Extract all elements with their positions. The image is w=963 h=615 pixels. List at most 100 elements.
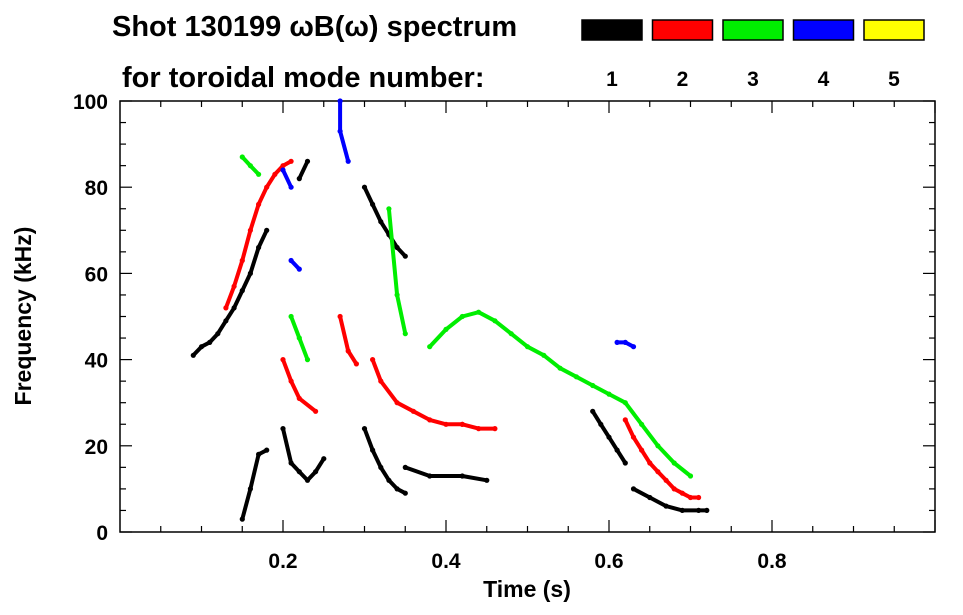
y-tick-label: 100: [73, 91, 108, 114]
point-n=2: [443, 421, 449, 427]
point-n=2: [288, 158, 294, 164]
series-n=4: [280, 98, 637, 350]
point-n=3: [443, 326, 449, 332]
point-n=2: [696, 494, 702, 501]
point-n=4: [337, 128, 343, 134]
point-n=2: [394, 400, 400, 406]
point-n=1: [304, 477, 311, 483]
point-n=1: [427, 473, 433, 479]
point-n=1: [663, 503, 669, 509]
y-tick-label: 80: [85, 177, 108, 200]
point-n=3: [622, 400, 628, 406]
point-n=2: [630, 434, 637, 440]
y-tick-label: 20: [85, 436, 108, 459]
point-n=1: [223, 318, 229, 324]
point-n=1: [704, 507, 710, 513]
point-n=3: [476, 309, 482, 315]
point-n=1: [361, 184, 368, 190]
x-axis-label: Time (s): [483, 576, 571, 602]
trace-n=2: [370, 357, 465, 427]
point-n=1: [622, 460, 628, 466]
point-n=2: [256, 201, 262, 207]
point-n=3: [256, 171, 262, 177]
point-n=1: [402, 464, 408, 470]
chart-title: Shot 130199 ωB(ω) spectrum for toroidal …: [112, 11, 517, 94]
legend-label-1: 1: [606, 68, 618, 91]
point-n=2: [296, 395, 302, 401]
point-n=1: [630, 486, 637, 492]
point-n=3: [639, 421, 645, 427]
point-n=3: [394, 292, 400, 298]
trace-n=2: [623, 417, 701, 500]
point-n=2: [337, 313, 343, 320]
legend-swatch-4: [792, 19, 855, 41]
point-n=2: [679, 490, 685, 496]
point-n=2: [345, 348, 351, 354]
point-n=1: [256, 244, 262, 251]
point-n=1: [378, 219, 384, 225]
point-n=2: [353, 361, 359, 367]
point-n=3: [386, 206, 392, 212]
point-n=1: [484, 477, 490, 483]
point-n=1: [647, 494, 653, 501]
legend-label-3: 3: [747, 68, 759, 91]
legend-label-2: 2: [677, 68, 689, 91]
point-n=1: [394, 244, 400, 251]
trace-n=1: [631, 486, 709, 513]
trace-n=1: [403, 465, 489, 483]
trace-n=1: [240, 448, 269, 522]
point-n=1: [370, 201, 376, 207]
point-n=3: [573, 374, 580, 380]
title-line-1: Shot 130199 ωB(ω) spectrum: [112, 11, 517, 43]
point-n=2: [671, 486, 677, 492]
trace-n=3: [427, 310, 693, 478]
point-n=2: [459, 421, 465, 427]
legend-swatch-1: [581, 19, 643, 41]
y-axis-label: Frequency (kHz): [10, 227, 36, 406]
point-n=1: [247, 270, 253, 276]
point-n=3: [296, 335, 302, 341]
x-tick-label: 0.6: [594, 550, 623, 573]
point-n=2: [410, 408, 416, 414]
point-n=2: [663, 477, 669, 483]
point-n=2: [280, 357, 286, 363]
point-n=2: [378, 378, 384, 384]
point-n=2: [239, 257, 245, 264]
point-n=4: [288, 184, 294, 190]
point-n=3: [687, 473, 694, 479]
trace-n=3: [386, 206, 408, 336]
title-line-2: for toroidal mode number:: [122, 62, 485, 94]
trace-n=1: [191, 228, 269, 358]
point-n=1: [264, 447, 270, 453]
point-n=3: [655, 443, 661, 449]
trace-n=1: [362, 426, 408, 496]
point-n=1: [459, 473, 465, 479]
point-n=4: [296, 266, 302, 272]
point-n=1: [239, 516, 245, 522]
point-n=3: [541, 352, 547, 358]
legend-label-5: 5: [888, 68, 900, 91]
point-n=3: [671, 460, 677, 466]
legend-swatch-3: [722, 19, 784, 41]
legend-label-4: 4: [818, 68, 830, 91]
point-n=2: [272, 171, 278, 177]
trace-n=2: [281, 357, 318, 414]
point-n=1: [679, 507, 685, 513]
x-tick-label: 0.8: [757, 550, 787, 573]
point-n=2: [476, 426, 482, 432]
trace-n=1: [297, 159, 310, 181]
point-n=1: [280, 426, 286, 432]
point-n=1: [288, 460, 294, 466]
series-n=2: [223, 158, 702, 501]
y-tick-label: 40: [85, 350, 108, 373]
point-n=1: [198, 344, 205, 350]
series-n=1: [190, 158, 710, 522]
point-n=1: [207, 339, 213, 345]
point-n=1: [313, 469, 319, 475]
point-n=1: [394, 486, 400, 492]
legend: 1 2 3 4 5: [581, 19, 925, 91]
axes-layer: 0.2 0.4 0.6 0.8 0 20 40 60 80 100: [73, 91, 936, 573]
point-n=2: [313, 408, 319, 414]
point-n=1: [606, 434, 612, 440]
